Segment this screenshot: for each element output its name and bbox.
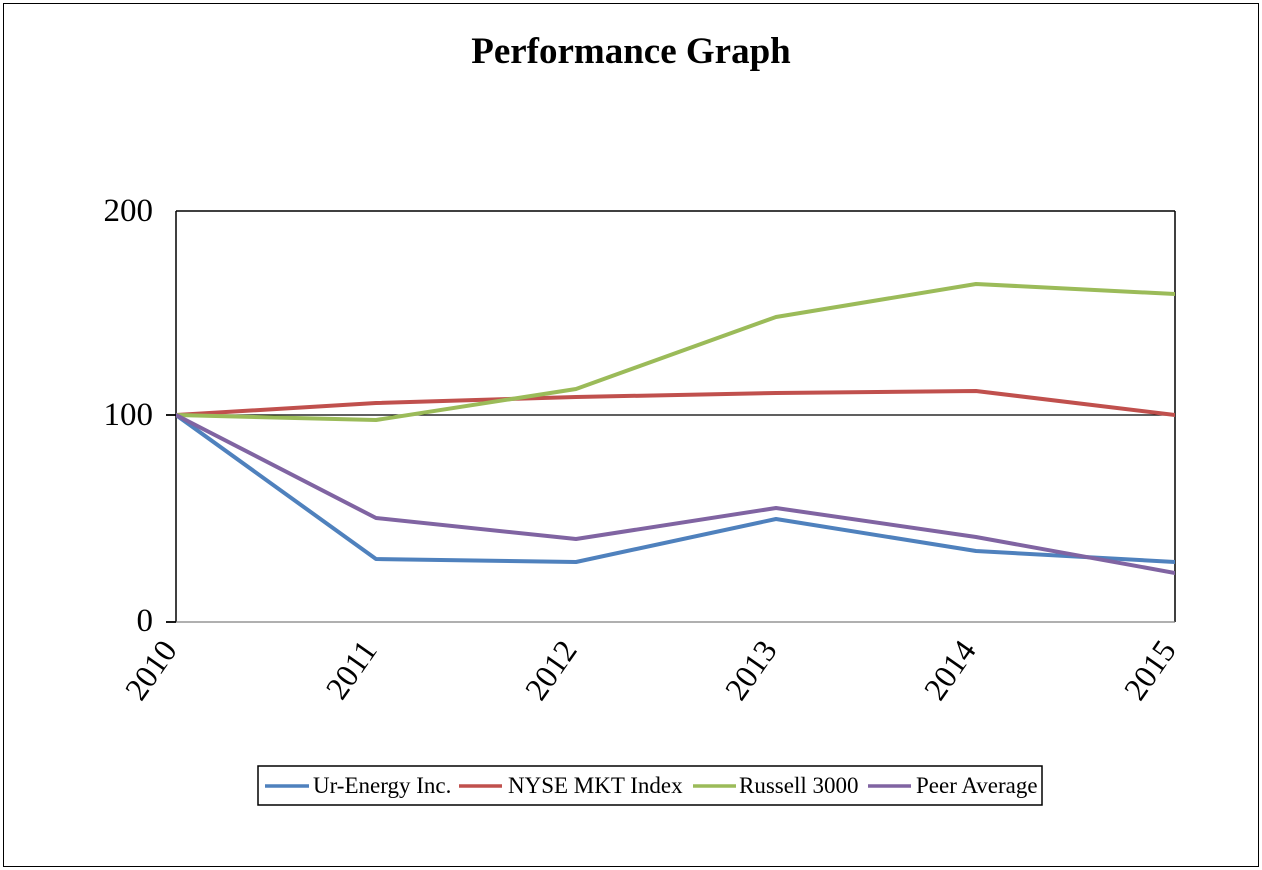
svg-text:NYSE MKT Index: NYSE MKT Index — [508, 773, 683, 798]
svg-text:2013: 2013 — [718, 633, 784, 706]
svg-text:0: 0 — [137, 603, 154, 639]
svg-text:2010: 2010 — [118, 633, 184, 706]
svg-text:100: 100 — [104, 397, 154, 433]
svg-text:200: 200 — [104, 193, 154, 229]
svg-text:2014: 2014 — [917, 633, 983, 706]
svg-text:Ur-Energy Inc.: Ur-Energy Inc. — [313, 773, 451, 798]
svg-text:2011: 2011 — [318, 633, 384, 705]
svg-text:Russell 3000: Russell 3000 — [739, 773, 858, 798]
svg-text:Peer Average: Peer Average — [916, 773, 1038, 798]
svg-text:2015: 2015 — [1117, 633, 1183, 706]
svg-text:2012: 2012 — [518, 633, 584, 706]
